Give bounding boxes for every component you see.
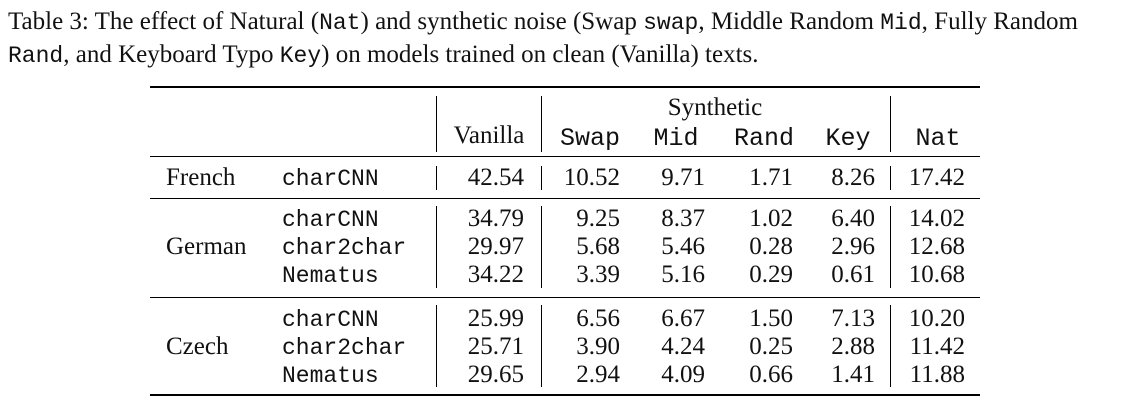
value-vanilla: 29.65 [467,361,524,388]
model-name: charCNN [282,307,379,333]
value-mid: 4.24 [661,333,705,360]
value-nat: 10.20 [908,305,965,332]
value-rand: 1.71 [749,164,793,191]
table-caption: Table 3: The effect of Natural (Nat) and… [8,6,1126,72]
value-nat: 17.42 [908,164,965,191]
value-nat: 11.42 [909,333,965,360]
body-vline [890,166,891,190]
value-rand: 1.50 [749,305,793,332]
model-name: charCNN [282,166,379,192]
value-swap: 6.56 [576,305,620,332]
body-vline [541,166,542,190]
value-swap: 2.94 [576,361,620,388]
language-label: French [166,164,236,191]
value-rand: 1.02 [749,205,793,232]
body-vline [890,305,891,387]
body-vline [541,206,542,288]
value-swap: 9.25 [576,205,620,232]
column-header-nat: Nat [915,124,961,153]
value-vanilla: 34.22 [467,261,524,288]
value-rand: 0.28 [749,233,793,260]
header-vline [436,96,437,152]
value-vanilla: 29.97 [467,233,524,260]
caption-code-nat: Nat [319,10,361,36]
value-nat: 10.68 [908,261,965,288]
caption-text: ) and synthetic noise (Swap [360,8,644,35]
column-header-mid: Mid [653,124,699,153]
table-header-rule [150,156,980,157]
caption-code-mid: Mid [880,10,922,36]
table-group-rule [150,198,980,199]
value-mid: 5.46 [661,233,705,260]
caption-text: , Middle Random [698,8,881,35]
value-key: 7.13 [831,305,875,332]
value-rand: 0.66 [749,361,793,388]
model-name: Nematus [282,263,379,289]
value-nat: 12.68 [908,233,965,260]
caption-text: ) on models trained on clean (Vanilla) t… [321,41,759,68]
value-key: 2.88 [831,333,875,360]
caption-text: , and Keyboard Typo [63,41,280,68]
value-nat: 14.02 [908,205,965,232]
value-mid: 9.71 [661,164,705,191]
caption-text: , Fully Random [921,8,1078,35]
value-mid: 6.67 [661,305,705,332]
table-group-rule [150,297,980,298]
table-top-rule [150,86,980,88]
model-name: char2char [282,235,407,261]
column-header-vanilla: Vanilla [453,122,525,149]
caption-code-swap: swap [643,10,699,36]
body-vline [436,305,437,387]
value-vanilla: 25.99 [467,305,524,332]
model-name: char2char [282,335,407,361]
column-header-rand: Rand [733,124,794,153]
value-key: 6.40 [831,205,875,232]
caption-code-rand: Rand [8,43,64,69]
value-mid: 8.37 [661,205,705,232]
value-vanilla: 42.54 [467,164,524,191]
table-bottom-rule [150,394,980,396]
value-swap: 3.39 [576,261,620,288]
value-vanilla: 25.71 [467,333,524,360]
value-mid: 4.09 [661,361,705,388]
body-vline [436,206,437,288]
value-mid: 5.16 [661,261,705,288]
value-swap: 10.52 [563,164,620,191]
body-vline [541,305,542,387]
value-key: 2.96 [831,233,875,260]
header-vline [541,96,542,152]
value-nat: 11.88 [909,361,965,388]
model-name: Nematus [282,363,379,389]
value-rand: 0.29 [749,261,793,288]
value-vanilla: 34.79 [467,205,524,232]
value-rand: 0.25 [749,333,793,360]
header-vline [890,96,891,152]
body-vline [890,206,891,288]
group-header-synthetic: Synthetic [667,94,763,121]
model-name: charCNN [282,207,379,233]
column-header-swap: Swap [559,124,620,153]
value-key: 1.41 [831,361,875,388]
value-swap: 5.68 [576,233,620,260]
column-header-key: Key [825,124,871,153]
caption-code-key: Key [279,43,322,69]
caption-text: Table 3: The effect of Natural ( [8,8,320,35]
value-swap: 3.90 [576,333,620,360]
value-key: 8.26 [831,164,875,191]
language-label: Czech [166,333,229,360]
value-key: 0.61 [831,261,875,288]
body-vline [436,166,437,190]
language-label: German [166,233,247,260]
